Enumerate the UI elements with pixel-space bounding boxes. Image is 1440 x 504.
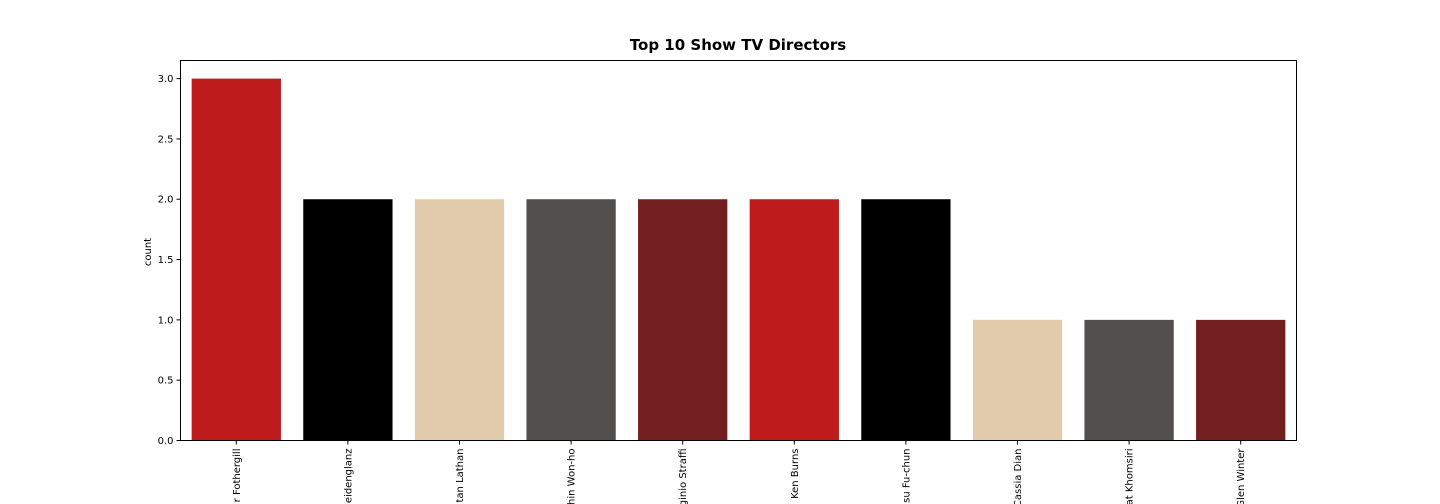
x-tick-label: at Khomsiri bbox=[1125, 449, 1136, 504]
y-tick-label: 2.0 bbox=[158, 195, 174, 206]
bar-4 bbox=[526, 199, 616, 441]
y-tick-label: 3.0 bbox=[158, 74, 174, 85]
bar-10 bbox=[1196, 319, 1286, 441]
plot-area-frame bbox=[180, 60, 1297, 441]
x-tick-label: Glen Winter bbox=[1236, 448, 1247, 504]
x-tick-label: Ken Burns bbox=[790, 449, 801, 499]
x-tick-label: ginio Straffi bbox=[678, 449, 689, 504]
y-tick-label: 0.0 bbox=[158, 436, 174, 447]
y-tick-label: 1.5 bbox=[158, 255, 174, 266]
x-tick-label: r Fothergill bbox=[232, 449, 243, 503]
chart-title: Top 10 Show TV Directors bbox=[630, 36, 846, 54]
bar-1 bbox=[191, 78, 281, 441]
bar-6 bbox=[749, 199, 839, 441]
x-tick-label: hin Won-ho bbox=[567, 449, 578, 504]
y-axis-label: count bbox=[143, 238, 154, 266]
y-tick-label: 0.5 bbox=[158, 376, 174, 387]
bar-9 bbox=[1084, 319, 1174, 441]
x-axis-ticks: r Fothergill eidenglanz tan Lathan hin Won-… bbox=[232, 440, 1247, 504]
bar-8 bbox=[972, 319, 1063, 441]
x-tick-label: su Fu-chun bbox=[901, 449, 912, 503]
x-tick-label: eidenglanz bbox=[343, 449, 354, 504]
x-tick-label: tan Lathan bbox=[455, 449, 466, 503]
bar-7 bbox=[861, 199, 951, 441]
bar-2 bbox=[303, 199, 393, 441]
x-tick-label: Cassia Dian bbox=[1013, 449, 1024, 504]
bar-5 bbox=[638, 199, 728, 441]
y-axis-ticks: 0.0 0.5 1.0 1.5 2.0 2.5 3.0 bbox=[158, 74, 181, 447]
bars-layer bbox=[191, 78, 1286, 441]
y-tick-label: 1.0 bbox=[158, 315, 174, 326]
y-tick-label: 2.5 bbox=[158, 134, 174, 145]
bar-3 bbox=[414, 199, 505, 441]
